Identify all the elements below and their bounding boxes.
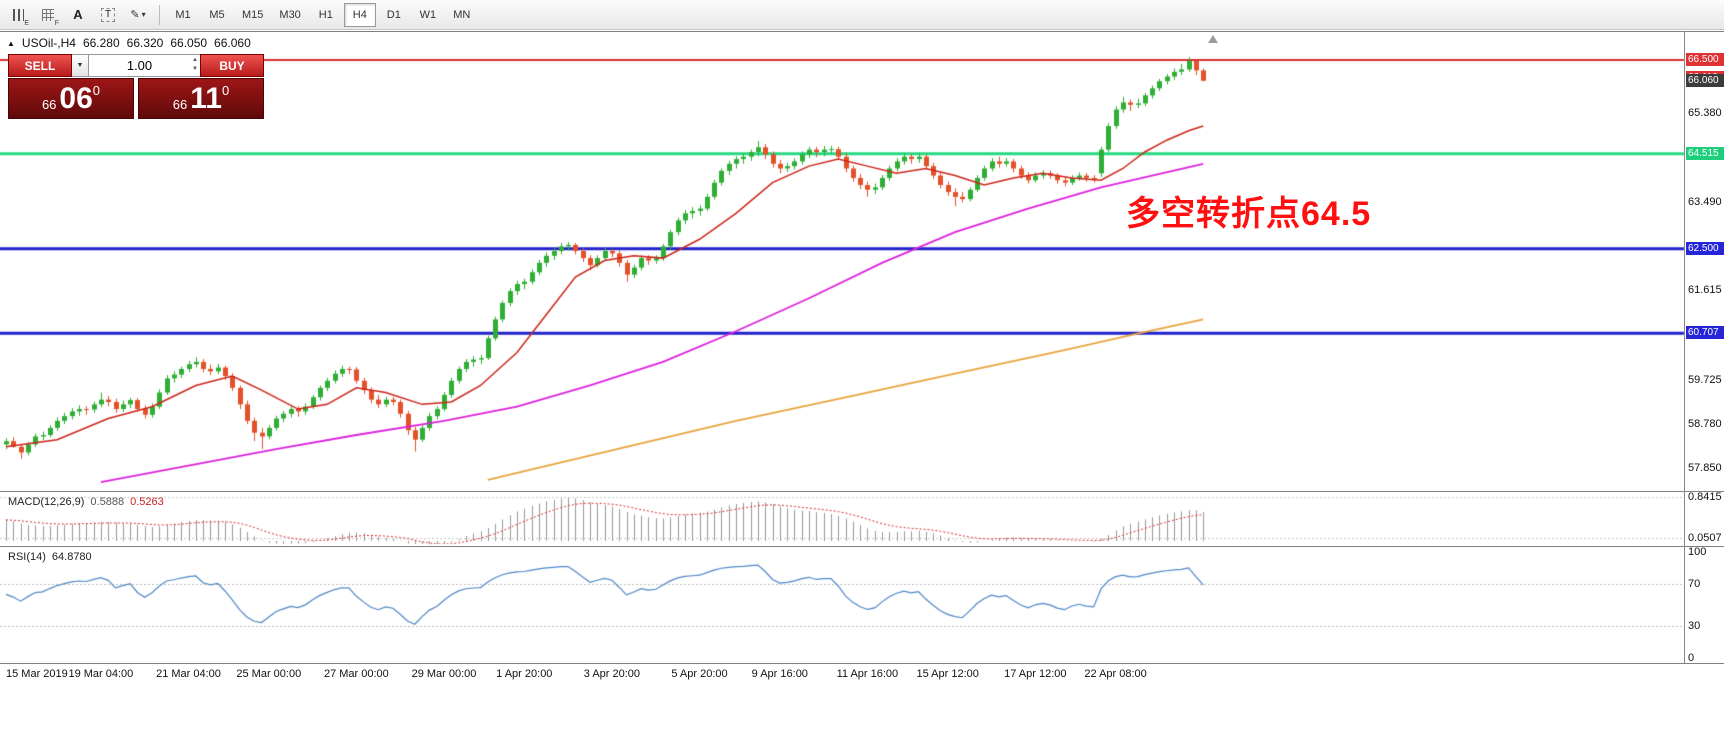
bid-frac: 0 bbox=[92, 83, 101, 98]
macd-axis-label: 0.0507 bbox=[1688, 532, 1722, 545]
rsi-axis-label: 0 bbox=[1688, 652, 1695, 664]
timeframe-button-w1[interactable]: W1 bbox=[419, 8, 437, 21]
chart-frame-bottom bbox=[0, 663, 1724, 664]
price-tag: 62.500 bbox=[1686, 241, 1724, 255]
volume-input[interactable] bbox=[89, 55, 200, 76]
timeframe-button-d1[interactable]: D1 bbox=[386, 8, 401, 21]
ohlc-high: 66.320 bbox=[126, 36, 164, 50]
rsi-label: RSI(14) 64.8780 bbox=[8, 551, 92, 563]
timeframe-button-m15[interactable]: M15 bbox=[242, 8, 264, 21]
price-tag: 64.515 bbox=[1686, 146, 1724, 160]
price-axis-label: 59.725 bbox=[1688, 373, 1722, 386]
time-axis-label: 15 Mar 2019 bbox=[6, 668, 68, 680]
drawing-tools-menu-icon[interactable]: ✎ ▾ bbox=[130, 9, 146, 21]
chart-shift-marker-icon[interactable] bbox=[1208, 35, 1218, 43]
volume-field-wrap: ▲▼ bbox=[89, 54, 200, 77]
price-axis-label: 63.490 bbox=[1688, 195, 1722, 208]
timeframe-button-h4[interactable]: H4 bbox=[343, 2, 376, 27]
time-axis-label: 29 Mar 00:00 bbox=[411, 668, 477, 680]
ohlc-open: 66.280 bbox=[82, 36, 120, 50]
bid-price-box[interactable]: 66 06 0 bbox=[8, 78, 134, 119]
ask-pips: 11 bbox=[190, 81, 222, 115]
bid-pips: 06 bbox=[59, 81, 93, 115]
price-tag: 66.500 bbox=[1686, 53, 1724, 66]
timeframe-group: M1 M5 M15 M30 H1 H4 D1 W1 MN bbox=[167, 2, 478, 27]
text-box-tool-icon[interactable]: T bbox=[94, 2, 122, 28]
price-axis-label: 65.380 bbox=[1688, 106, 1722, 119]
time-axis-label: 21 Mar 04:00 bbox=[156, 668, 221, 680]
time-axis-label: 5 Apr 20:00 bbox=[671, 668, 728, 680]
volume-spinner[interactable]: ▲ ▼ bbox=[192, 57, 198, 72]
sell-button[interactable]: SELL bbox=[8, 54, 72, 77]
bid-whole: 66 bbox=[41, 97, 57, 112]
candles-template-tool-icon[interactable]: E bbox=[4, 2, 32, 28]
ohlc-close: 66.060 bbox=[214, 36, 251, 50]
macd-value-main: 0.5888 bbox=[90, 496, 125, 508]
macd-axis-label: 0.8415 bbox=[1688, 491, 1722, 504]
toolbar: E F A T ✎ ▾ M1 M5 M15 M30 H1 H4 D1 W1 MN bbox=[0, 0, 1724, 30]
macd-name: MACD(12,26,9) bbox=[8, 496, 85, 508]
timeframe-button-m5[interactable]: M5 bbox=[209, 8, 225, 21]
ohlc-low: 66.050 bbox=[170, 36, 208, 50]
symbol-label: USOil-,H4 bbox=[21, 36, 76, 50]
rsi-axis-label: 100 bbox=[1688, 546, 1707, 558]
price-tag: 60.707 bbox=[1686, 326, 1724, 340]
chart-frame-top bbox=[0, 31, 1724, 32]
symbol-arrow-icon: ▲ bbox=[7, 38, 15, 48]
timeframe-button-m1[interactable]: M1 bbox=[175, 8, 191, 21]
toolbar-separator bbox=[159, 4, 160, 25]
timeframe-button-m30[interactable]: M30 bbox=[279, 8, 301, 21]
one-click-trade-panel: SELL ▼ ▲▼ BUY 66 06 0 66 11 0 bbox=[8, 54, 264, 119]
time-axis-label: 25 Mar 00:00 bbox=[236, 668, 302, 680]
price-axis-border bbox=[1684, 31, 1685, 663]
text-label-tool-icon[interactable]: A bbox=[73, 7, 83, 22]
splitter-main-macd[interactable] bbox=[0, 491, 1724, 492]
macd-value-signal: 0.5263 bbox=[130, 496, 164, 508]
price-axis-label: 57.850 bbox=[1688, 462, 1722, 475]
time-axis-label: 11 Apr 16:00 bbox=[836, 668, 899, 680]
ask-price-box[interactable]: 66 11 0 bbox=[138, 78, 264, 119]
time-axis-label: 27 Mar 00:00 bbox=[323, 668, 389, 680]
macd-label: MACD(12,26,9) 0.5888 0.5263 bbox=[8, 496, 164, 508]
time-axis-label: 19 Mar 04:00 bbox=[68, 668, 134, 680]
ask-whole: 66 bbox=[172, 97, 188, 112]
rsi-value: 64.8780 bbox=[51, 551, 92, 563]
rsi-axis-label: 30 bbox=[1688, 620, 1701, 633]
volume-dropdown-button[interactable]: ▼ bbox=[72, 54, 89, 77]
chart-header: ▲ USOil-,H4 66.280 66.320 66.050 66.060 bbox=[7, 36, 251, 50]
time-axis-label: 22 Apr 08:00 bbox=[1084, 668, 1147, 680]
price-axis-label: 61.615 bbox=[1688, 284, 1722, 297]
rsi-name: RSI(14) bbox=[8, 551, 46, 563]
rsi-axis-label: 70 bbox=[1688, 577, 1701, 590]
ask-frac: 0 bbox=[221, 83, 230, 98]
timeframe-button-mn[interactable]: MN bbox=[453, 8, 471, 21]
time-axis-label: 1 Apr 20:00 bbox=[496, 668, 553, 680]
splitter-macd-rsi[interactable] bbox=[0, 546, 1724, 547]
time-axis-label: 15 Apr 12:00 bbox=[916, 668, 979, 680]
time-axis-label: 3 Apr 20:00 bbox=[583, 668, 641, 680]
grid-template-tool-icon[interactable]: F bbox=[34, 2, 62, 28]
time-axis-label: 9 Apr 16:00 bbox=[751, 668, 808, 680]
toolbar-tools: E F A T ✎ ▾ bbox=[4, 2, 152, 28]
price-tag: 66.060 bbox=[1686, 73, 1724, 87]
time-axis-label: 17 Apr 12:00 bbox=[1004, 668, 1067, 680]
price-axis-label: 58.780 bbox=[1688, 418, 1722, 431]
buy-button[interactable]: BUY bbox=[200, 54, 264, 77]
timeframe-button-h1[interactable]: H1 bbox=[318, 8, 333, 21]
chart-annotation-text: 多空转折点64.5 bbox=[1126, 195, 1372, 233]
